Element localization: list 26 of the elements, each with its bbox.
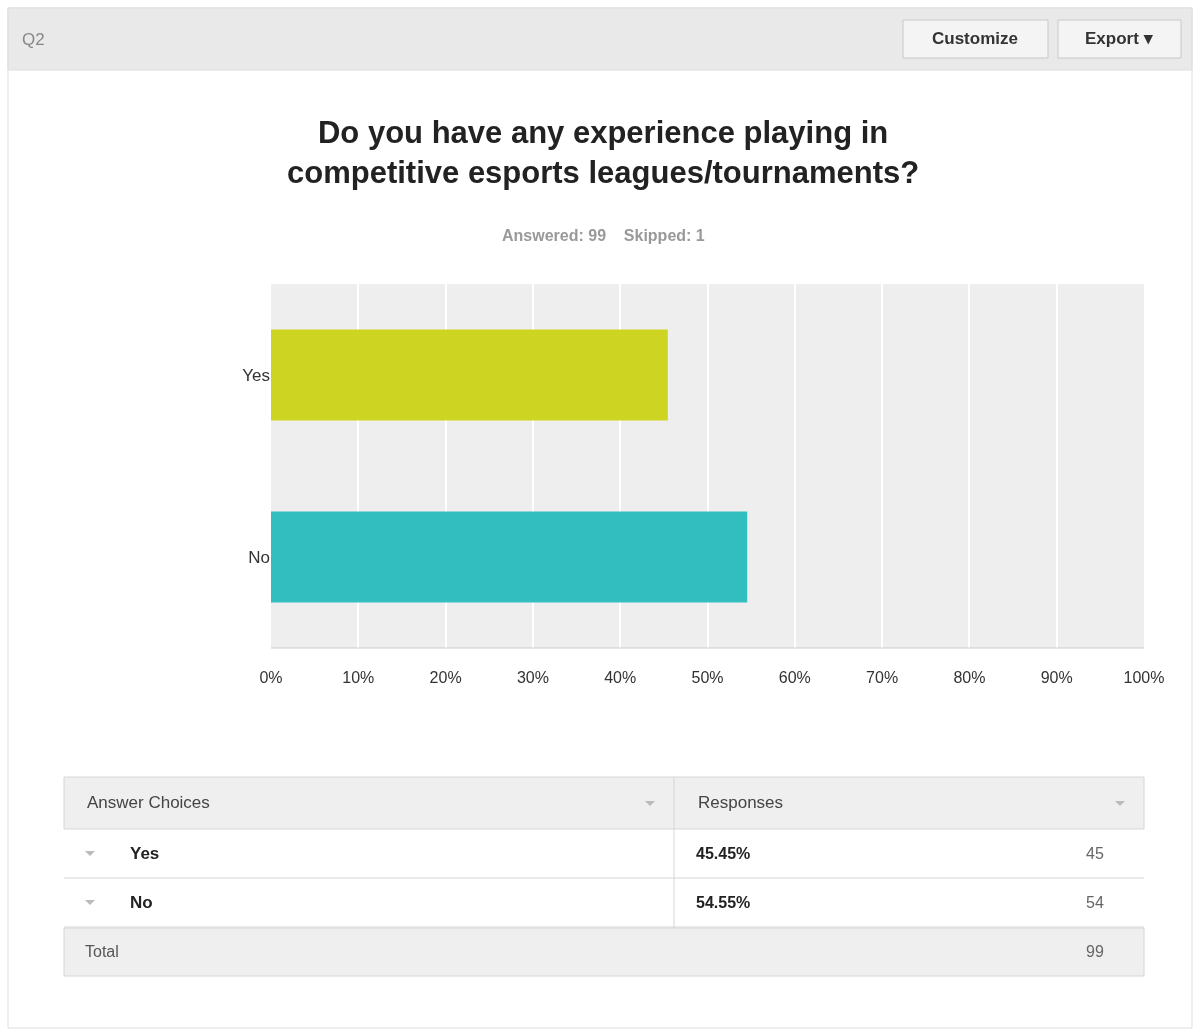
text: Answer Choices — [87, 793, 210, 812]
text: Total — [85, 943, 119, 960]
text: 45.45% — [696, 845, 751, 862]
x-tick-label: 80% — [953, 669, 986, 686]
text: Customize — [932, 29, 1018, 48]
x-tick-label: 30% — [516, 669, 549, 686]
x-tick-label: 10% — [342, 669, 375, 686]
text: 45 — [1086, 845, 1104, 862]
x-tick-label: 70% — [866, 669, 899, 686]
text: Export ▾ — [1085, 29, 1154, 48]
x-tick-label: 50% — [691, 669, 724, 686]
x-tick-label: 100% — [1123, 669, 1165, 686]
x-tick-label: 60% — [778, 669, 811, 686]
x-tick-label: 40% — [604, 669, 637, 686]
text: 54 — [1086, 894, 1104, 911]
chart-subtitle: Answered: 99 Skipped: 1 — [502, 227, 705, 244]
category-label: Yes — [130, 844, 160, 863]
x-tick-label: 0% — [259, 669, 283, 686]
category-label: No — [130, 893, 153, 912]
text: Q2 — [22, 30, 45, 49]
chart-title: Do you have any experience playing in competitive esports leagues/tournaments? — [287, 115, 920, 191]
text: Responses — [698, 793, 784, 812]
x-tick-label: 90% — [1040, 669, 1073, 686]
text: 54.55% — [696, 894, 751, 911]
text: 99 — [1086, 943, 1104, 960]
x-tick-label: 20% — [429, 669, 462, 686]
